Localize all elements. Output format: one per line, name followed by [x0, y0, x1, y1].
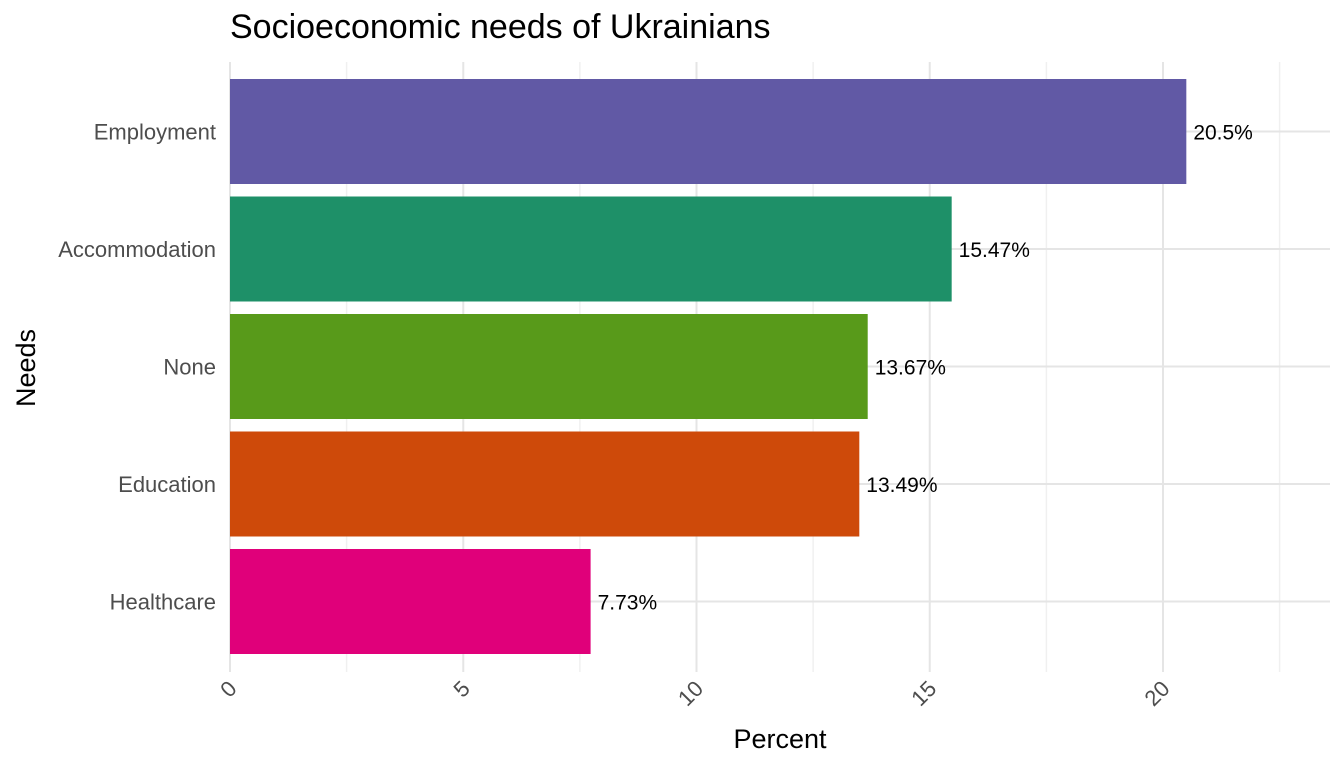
- bar-accommodation: [230, 196, 952, 302]
- bar-none: [230, 314, 868, 419]
- data-label: 13.49%: [866, 474, 937, 497]
- y-tick-label: Education: [118, 472, 216, 497]
- bar-employment: [230, 79, 1187, 184]
- data-label: 15.47%: [959, 239, 1030, 262]
- x-tick-labels: 0 5 10 15 20: [215, 676, 1174, 711]
- x-tick-label: 5: [448, 676, 474, 702]
- y-tick-label: Employment: [94, 120, 216, 145]
- data-label: 13.67%: [875, 357, 946, 380]
- data-label: 20.5%: [1193, 122, 1253, 145]
- chart-title: Socioeconomic needs of Ukrainians: [230, 8, 771, 46]
- y-axis-title: Needs: [11, 329, 41, 407]
- x-tick-label: 0: [215, 676, 241, 702]
- x-tick-label: 15: [906, 676, 941, 711]
- y-tick-label: None: [163, 355, 216, 380]
- bars: [230, 79, 1187, 654]
- y-tick-labels: Employment Accommodation None Education Heal…: [58, 120, 216, 615]
- bar-education: [230, 431, 860, 537]
- x-axis-title: Percent: [733, 724, 827, 754]
- x-tick-label: 20: [1140, 676, 1175, 711]
- bar-healthcare: [230, 549, 591, 654]
- y-tick-label: Accommodation: [58, 237, 216, 262]
- x-tick-label: 10: [673, 676, 708, 711]
- data-label: 7.73%: [598, 592, 658, 615]
- y-tick-label: Healthcare: [110, 590, 216, 615]
- data-labels: 20.5% 15.47% 13.67% 13.49% 7.73%: [598, 122, 1253, 615]
